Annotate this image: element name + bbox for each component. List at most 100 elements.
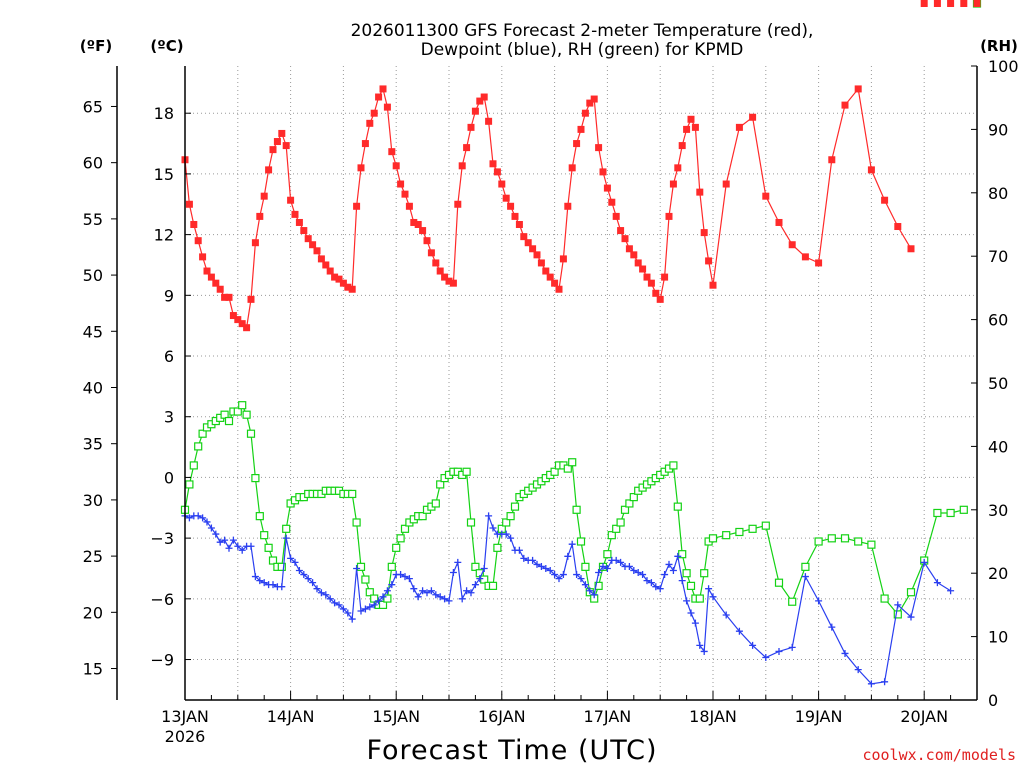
rh-point xyxy=(620,505,630,514)
temperature-point xyxy=(581,109,589,117)
rh-point xyxy=(396,534,405,543)
temperature-point xyxy=(920,0,928,7)
dewpoint-point xyxy=(291,558,299,566)
rh-point xyxy=(480,575,489,584)
temperature-point xyxy=(533,251,541,259)
temperature-point xyxy=(678,142,686,150)
rh-point xyxy=(251,474,260,483)
temperature-point xyxy=(432,259,440,267)
temperature-point xyxy=(295,218,303,226)
rh-point xyxy=(383,594,392,603)
dewpoint-point xyxy=(705,585,713,593)
temperature-point xyxy=(643,273,651,281)
temperature-point xyxy=(313,247,321,255)
dewpoint-point xyxy=(907,613,915,621)
temperature-point xyxy=(762,192,770,200)
watermark: coolwx.com/models xyxy=(862,746,1016,764)
dewpoint-point xyxy=(476,575,484,583)
dewpoint-point xyxy=(300,571,308,579)
dewpoint-point xyxy=(603,564,611,572)
dewpoint-point xyxy=(894,601,902,609)
temperature-point xyxy=(441,273,449,281)
temperature-point xyxy=(331,273,339,281)
dewpoint-point xyxy=(229,536,237,544)
dewpoint-point xyxy=(700,647,708,655)
rh-point xyxy=(493,543,502,552)
dewpoint-point xyxy=(687,609,695,617)
dewpoint-point xyxy=(643,577,651,585)
rh-point xyxy=(282,524,291,533)
dewpoint-point xyxy=(480,564,488,572)
temperature-point xyxy=(256,212,264,220)
rh-point xyxy=(506,512,515,521)
dewpoint-point xyxy=(445,597,453,605)
rh-point xyxy=(189,461,198,470)
dewpoint-point xyxy=(269,581,277,589)
rh-tick-label: 60 xyxy=(988,311,1008,330)
rh-point xyxy=(774,578,784,587)
rh-point xyxy=(418,512,427,521)
temperature-point xyxy=(247,295,255,303)
dewpoint-point xyxy=(247,542,255,550)
temperature-point xyxy=(291,210,299,218)
dewpoint-point xyxy=(867,680,875,688)
temperature-point xyxy=(463,144,471,152)
dewpoint-point xyxy=(564,552,572,560)
rh-point xyxy=(854,537,863,546)
dewpoint-point xyxy=(375,597,383,605)
temperature-point xyxy=(317,255,325,263)
dewpoint-point xyxy=(353,564,361,572)
rh-point xyxy=(352,518,361,527)
temperature-point xyxy=(498,180,506,188)
dewpoint-point xyxy=(652,583,660,591)
temperature-point xyxy=(568,164,576,172)
rh-point xyxy=(264,543,273,552)
dewpoint-point xyxy=(251,573,259,581)
dewpoint-point xyxy=(735,627,743,635)
temperature-point xyxy=(691,123,699,131)
rh-point xyxy=(607,531,616,540)
temperature-point xyxy=(190,220,198,228)
temperature-point xyxy=(608,198,616,206)
rh-point xyxy=(185,480,194,489)
rh-point xyxy=(840,534,850,543)
temperature-point xyxy=(775,218,783,226)
fahrenheit-axis-label: (ºF) xyxy=(80,37,112,55)
dewpoint-point xyxy=(568,540,576,548)
rh-point xyxy=(761,521,770,530)
temperature-point xyxy=(445,277,453,285)
rh-point xyxy=(686,581,696,590)
temperature-point xyxy=(282,142,290,150)
fahrenheit-tick-label: 35 xyxy=(83,435,103,454)
dewpoint-point xyxy=(647,579,655,587)
dewpoint-point xyxy=(590,591,598,599)
dewpoint-point xyxy=(762,654,770,662)
dewpoint-point xyxy=(471,581,479,589)
temperature-point xyxy=(687,115,695,123)
rh-point xyxy=(268,556,278,565)
dewpoint-point xyxy=(339,605,347,613)
rh-point xyxy=(400,524,410,533)
rh-axis-label: (RH) xyxy=(980,37,1018,55)
celsius-tick-label: 18 xyxy=(154,104,174,123)
rh-point xyxy=(246,429,256,438)
dewpoint-point xyxy=(665,560,673,568)
dewpoint-point xyxy=(722,611,730,619)
temperature-point xyxy=(683,125,691,133)
temperature-point xyxy=(907,245,915,253)
dewpoint-point xyxy=(260,579,268,587)
dewpoint-point xyxy=(427,587,435,595)
rh-tick-label: 80 xyxy=(988,184,1008,203)
dewpoint-point xyxy=(533,560,541,568)
dewpoint-point xyxy=(278,583,286,591)
celsius-axis-label: (ºC) xyxy=(150,37,183,55)
dewpoint-point xyxy=(933,579,941,587)
rh-point xyxy=(708,534,718,543)
fahrenheit-tick-label: 30 xyxy=(83,491,103,510)
dewpoint-point xyxy=(207,524,215,532)
dewpoint-point xyxy=(630,567,638,575)
dewpoint-point xyxy=(287,554,295,562)
temperature-point xyxy=(617,227,625,235)
dewpoint-point xyxy=(361,605,369,613)
temperature-point xyxy=(933,0,941,7)
